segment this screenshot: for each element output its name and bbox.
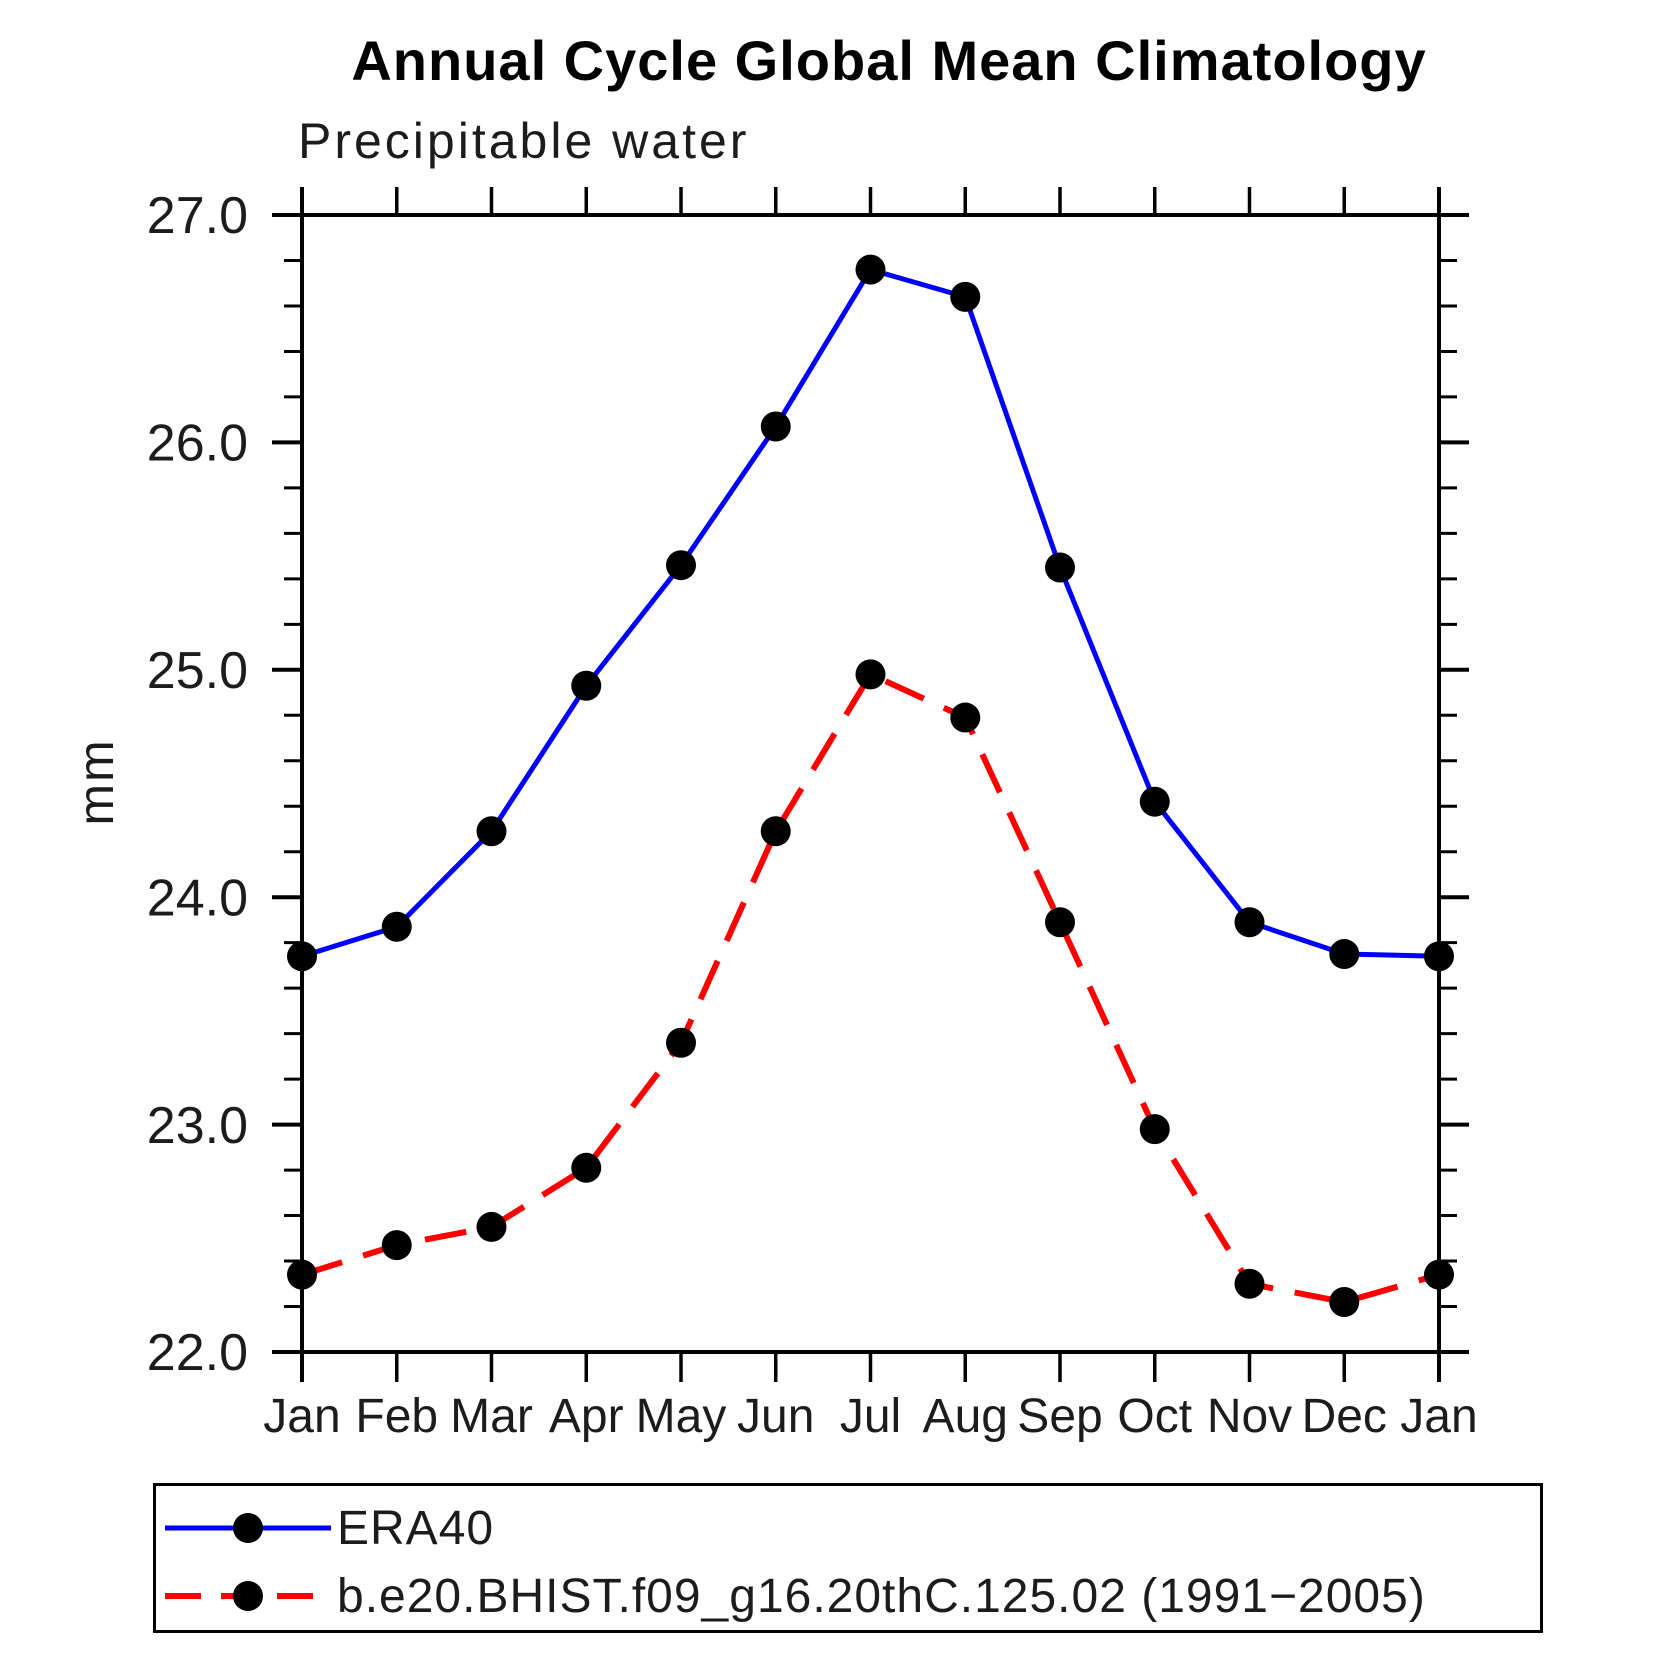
data-point-marker-s1-3 <box>571 1152 602 1183</box>
data-point-marker-s1-4 <box>666 1027 696 1058</box>
x-tick-label: Jan <box>1400 1390 1477 1443</box>
data-point-marker-s1-6 <box>855 659 886 690</box>
x-tick-label: Oct <box>1117 1390 1192 1443</box>
data-point-marker-s0-0 <box>287 941 317 972</box>
chart-subtitle: Precipitable water <box>298 113 750 169</box>
x-tick-label: Mar <box>450 1390 533 1443</box>
data-point-marker-s0-6 <box>855 254 886 285</box>
y-tick-label: 25.0 <box>147 642 248 700</box>
data-point-marker-s1-12 <box>1424 1259 1454 1290</box>
legend-item-model: b.e20.BHIST.f09_g16.20thC.125.02 (1991−2… <box>163 1570 1426 1623</box>
x-tick-label: Jul <box>840 1390 901 1443</box>
data-point-marker-s1-9 <box>1139 1114 1170 1145</box>
data-point-marker-s1-1 <box>381 1230 412 1261</box>
y-tick-label: 22.0 <box>147 1324 248 1382</box>
legend-marker-dot <box>233 1513 263 1543</box>
data-point-marker-s1-11 <box>1329 1286 1360 1317</box>
series-line-1 <box>301 670 1440 1306</box>
legend-marker-dot <box>233 1581 263 1611</box>
y-tick-label: 23.0 <box>147 1097 248 1155</box>
legend-label-era40: ERA40 <box>337 1501 495 1555</box>
x-tick-label: Feb <box>355 1390 438 1443</box>
data-point-marker-s0-4 <box>666 550 696 581</box>
data-point-marker-s1-10 <box>1234 1268 1265 1299</box>
legend-item-era40: ERA40 <box>163 1502 494 1555</box>
data-point-marker-s0-7 <box>950 281 981 312</box>
data-point-marker-s0-3 <box>571 670 602 701</box>
data-point-marker-s0-9 <box>1139 786 1170 817</box>
data-point-marker-s0-11 <box>1329 939 1360 970</box>
data-point-marker-s1-2 <box>476 1211 507 1242</box>
x-tick-label: Apr <box>549 1390 624 1443</box>
y-tick-label: 27.0 <box>147 187 248 245</box>
y-tick-label: 24.0 <box>147 869 248 927</box>
x-tick-label: May <box>636 1390 727 1443</box>
data-point-marker-s0-1 <box>381 911 412 942</box>
x-tick-label: Nov <box>1207 1390 1292 1443</box>
legend-box: ERA40 b.e20.BHIST.f09_g16.20thC.125.02 (… <box>153 1483 1543 1633</box>
legend-line-sample-dashed <box>165 1581 331 1611</box>
data-point-marker-s0-2 <box>476 816 507 847</box>
data-point-marker-s0-8 <box>1045 552 1075 583</box>
x-tick-label: Aug <box>923 1390 1008 1443</box>
data-point-marker-s0-12 <box>1424 941 1454 972</box>
x-tick-label: Sep <box>1017 1390 1102 1443</box>
data-point-marker-s0-5 <box>760 411 791 442</box>
series-line-0 <box>301 266 1440 959</box>
x-tick-label: Dec <box>1302 1390 1387 1443</box>
chart-title: Annual Cycle Global Mean Climatology <box>351 29 1427 92</box>
x-tick-label: Jan <box>263 1390 340 1443</box>
legend-line-sample-solid <box>165 1513 331 1543</box>
data-point-marker-s1-7 <box>950 702 981 733</box>
data-point-marker-s0-10 <box>1234 907 1265 938</box>
data-point-marker-s1-0 <box>287 1259 317 1290</box>
x-tick-label: Jun <box>737 1390 814 1443</box>
legend-label-model: b.e20.BHIST.f09_g16.20thC.125.02 (1991−2… <box>337 1569 1426 1623</box>
y-tick-label: 26.0 <box>147 415 248 473</box>
data-point-marker-s1-8 <box>1045 907 1075 938</box>
data-point-marker-s1-5 <box>760 816 791 847</box>
